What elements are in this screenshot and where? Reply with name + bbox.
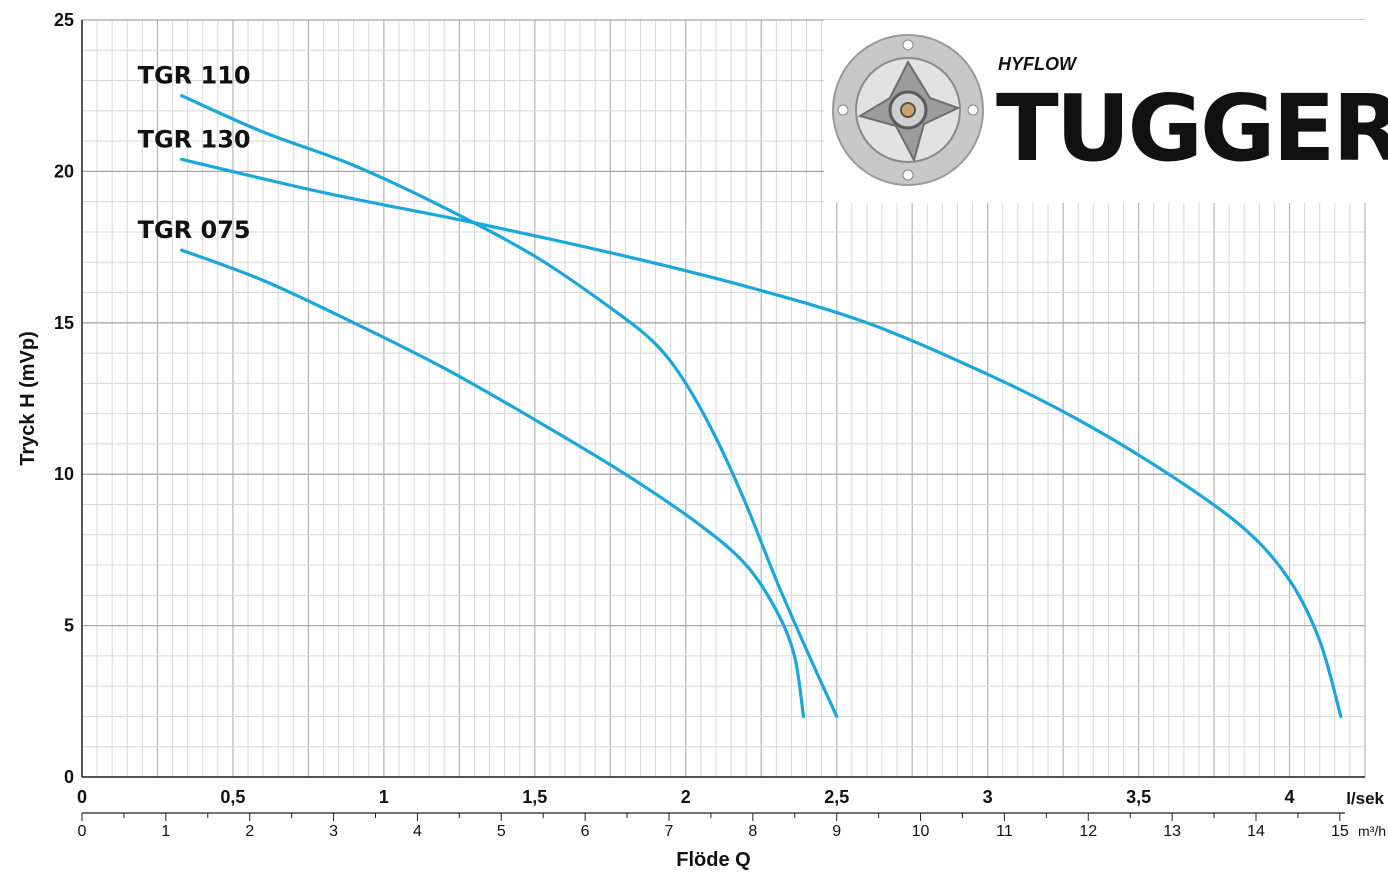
x-tick-label-m3h: 14 [1247,823,1265,840]
brand-big-text: TUGGER [996,75,1388,182]
y-tick-label: 10 [54,464,74,484]
x-tick-label-m3h: 8 [748,823,757,840]
x-tick-label-lsek: 0,5 [220,787,245,807]
x-tick-label-lsek: 3 [983,787,993,807]
x-tick-label-lsek: 2,5 [824,787,849,807]
x-axis-title: Flöde Q [676,849,750,871]
x-tick-label-m3h: 15 [1331,823,1349,840]
series-line-tgr-075 [180,248,806,719]
x-tick-label-m3h: 10 [912,823,930,840]
x-tick-label-m3h: 4 [413,823,422,840]
x-tick-label-m3h: 7 [665,823,674,840]
series-line-tgr-130 [180,157,1343,719]
x-unit-m3h: m³/h [1358,823,1386,839]
x-tick-label-m3h: 6 [581,823,590,840]
y-axis-title: Tryck H (mVp) [17,331,39,465]
x-tick-label-m3h: 5 [497,823,506,840]
x-tick-label-lsek: 4 [1285,787,1295,807]
y-tick-label: 15 [54,313,74,333]
x-tick-label-m3h: 13 [1163,823,1181,840]
series-labels: TGR 110 TGR 130 TGR 075 [138,62,251,244]
y-tick-label: 25 [54,10,74,30]
impeller-image [832,34,984,186]
x-tick-label-lsek: 0 [77,787,87,807]
x-tick-label-m3h: 3 [329,823,338,840]
series-label-tgr-130: TGR 130 [138,125,251,153]
x-tick-label-m3h: 1 [161,823,170,840]
x-tick-label-m3h: 12 [1079,823,1097,840]
tugger-logo: HYFLOW TUGGER [824,20,1388,203]
x-tick-label-m3h: 2 [245,823,254,840]
series-lines [180,94,1343,719]
x-tick-label-lsek: 2 [681,787,691,807]
x-tick-label-lsek: 1 [379,787,389,807]
x-tick-label-m3h: 0 [78,823,87,840]
x-tick-label-lsek: 3,5 [1126,787,1151,807]
series-label-tgr-110: TGR 110 [138,62,251,90]
brand-small-text: HYFLOW [998,54,1078,74]
x-tick-label-lsek: 1,5 [522,787,547,807]
x-tick-label-m3h: 11 [996,823,1013,840]
y-tick-label: 5 [64,616,74,636]
series-line-tgr-110 [180,94,839,719]
x-tick-label-m3h: 9 [832,823,841,840]
y-tick-label: 0 [64,767,74,787]
y-tick-label: 20 [54,161,74,181]
x-unit-lsek: l/sek [1346,789,1384,808]
series-label-tgr-075: TGR 075 [138,216,251,244]
